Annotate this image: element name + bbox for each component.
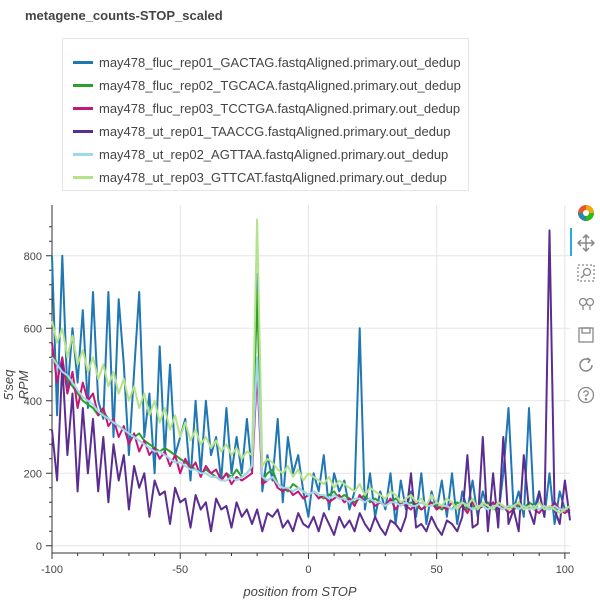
legend-label: may478_ut_rep03_GTTCAT.fastqAligned.prim… [99,169,447,185]
active-tool-indicator [570,228,572,256]
series-line-6 [51,218,571,515]
legend-label: may478_ut_rep01_TAACCG.fastqAligned.prim… [99,123,451,139]
legend-label: may478_ut_rep02_AGTTAA.fastqAligned.prim… [99,146,449,162]
y-tick-label: 400 [24,396,42,408]
pan-icon[interactable] [575,232,597,254]
x-axis-label: position from STOP [243,584,357,599]
legend-item[interactable]: may478_fluc_rep02_TGCACA.fastqAligned.pr… [73,75,461,95]
legend-swatch [73,152,93,156]
x-tick-label: -50 [172,564,188,576]
legend-item[interactable]: may478_ut_rep02_AGTTAA.fastqAligned.prim… [73,144,448,164]
help-icon[interactable] [575,384,597,406]
x-tick-label: 100 [556,564,574,576]
y-tick-label: 0 [36,541,42,553]
chart-title: metagene_counts-STOP_scaled [25,8,223,23]
legend: may478_fluc_rep01_GACTAG.fastqAligned.pr… [62,38,469,191]
series-lines [51,218,571,536]
x-tick-label: 50 [431,564,443,576]
bokeh-logo-icon[interactable] [575,202,597,224]
box-zoom-icon[interactable] [575,262,597,284]
legend-item[interactable]: may478_fluc_rep03_TCCTGA.fastqAligned.pr… [73,98,460,118]
legend-swatch [73,106,93,110]
legend-item[interactable]: may478_ut_rep01_TAACCG.fastqAligned.prim… [73,121,450,141]
legend-item[interactable]: may478_ut_rep03_GTTCAT.fastqAligned.prim… [73,167,447,187]
legend-item[interactable]: may478_fluc_rep01_GACTAG.fastqAligned.pr… [73,52,461,72]
series-line-1 [51,254,571,525]
series-line-5 [51,356,571,511]
legend-swatch [73,60,93,64]
legend-swatch [73,83,93,87]
legend-label: may478_fluc_rep02_TGCACA.fastqAligned.pr… [99,77,461,93]
legend-swatch [73,129,93,133]
y-tick-label: 600 [24,323,42,335]
series-line-4 [51,229,571,536]
tick-labels: -100 -50 0 50 100 0 200 400 600 800 [24,251,574,576]
chart-toolbar [570,198,600,418]
y-tick-label: 800 [24,251,42,263]
legend-label: may478_fluc_rep03_TCCTGA.fastqAligned.pr… [99,100,461,116]
reset-icon[interactable] [575,354,597,376]
x-tick-label: -100 [41,564,63,576]
y-tick-label: 200 [24,468,42,480]
legend-swatch [73,175,93,179]
wheel-zoom-icon[interactable] [575,292,597,314]
save-icon[interactable] [575,324,597,346]
legend-label: may478_fluc_rep01_GACTAG.fastqAligned.pr… [99,54,461,70]
x-tick-label: 0 [305,564,311,576]
y-axis-label: 5'seq RPM [1,369,31,401]
